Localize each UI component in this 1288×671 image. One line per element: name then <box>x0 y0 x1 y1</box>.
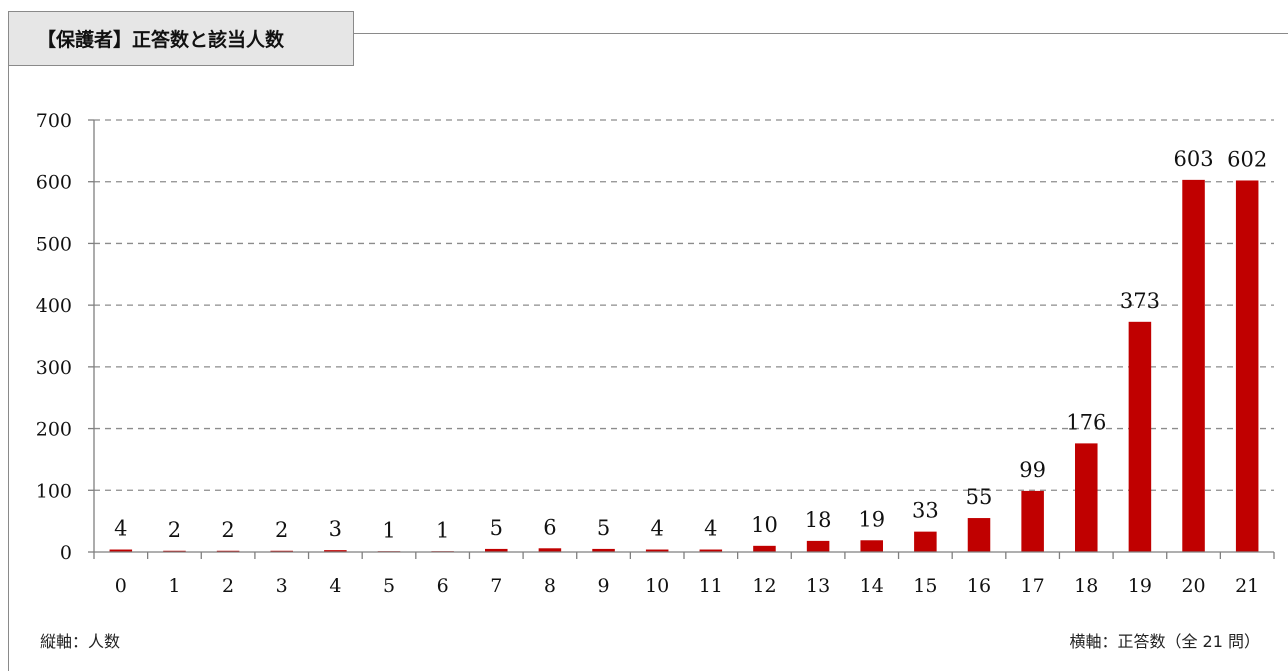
data-label: 373 <box>1120 289 1160 313</box>
x-tick-label: 14 <box>860 575 884 597</box>
x-tick-label: 20 <box>1181 575 1205 597</box>
x-tick-label: 11 <box>699 575 723 597</box>
data-label: 10 <box>751 513 778 537</box>
frame-left-line <box>8 66 9 671</box>
y-tick-label: 200 <box>36 419 72 441</box>
bar <box>1235 180 1259 553</box>
x-tick-label: 1 <box>168 575 180 597</box>
data-label: 5 <box>490 516 503 540</box>
y-tick-label: 0 <box>60 542 72 564</box>
bar <box>538 548 562 552</box>
y-tick-label: 700 <box>36 110 72 132</box>
data-label: 5 <box>597 516 610 540</box>
bar <box>1182 179 1205 552</box>
x-tick-label: 0 <box>115 575 127 597</box>
x-tick-label: 12 <box>752 575 776 597</box>
y-tick-label: 600 <box>36 172 72 194</box>
x-tick-label: 17 <box>1021 575 1045 597</box>
y-tick-label: 300 <box>36 357 72 379</box>
bar <box>324 550 347 552</box>
bar <box>1128 321 1152 552</box>
data-label: 19 <box>858 507 885 531</box>
x-tick-label: 21 <box>1235 575 1259 597</box>
y-tick-label: 500 <box>36 233 72 255</box>
bar <box>806 540 830 552</box>
data-label: 603 <box>1173 147 1213 171</box>
bars <box>109 179 1259 553</box>
x-tick-label: 6 <box>437 575 449 597</box>
bar <box>699 549 723 552</box>
axes <box>88 119 1275 559</box>
data-label: 3 <box>329 517 342 541</box>
bar <box>592 548 615 552</box>
bar <box>485 548 508 552</box>
data-label: 2 <box>221 518 234 542</box>
data-label: 4 <box>114 517 127 541</box>
x-tick-label: 19 <box>1128 575 1152 597</box>
data-label: 2 <box>275 518 288 542</box>
bar <box>645 549 669 552</box>
x-tick-label: 13 <box>806 575 830 597</box>
x-tick-label: 8 <box>544 575 556 597</box>
data-label: 4 <box>704 517 717 541</box>
data-label: 1 <box>436 518 449 542</box>
bar <box>109 549 133 552</box>
y-tick-label: 400 <box>36 295 72 317</box>
bar <box>967 518 991 552</box>
x-tick-label: 10 <box>645 575 669 597</box>
data-label: 18 <box>805 508 832 532</box>
frame-top-line <box>354 33 1288 34</box>
bar <box>914 531 937 552</box>
x-tick-label: 15 <box>913 575 937 597</box>
x-axis-note: 横軸：正答数（全 21 問） <box>1069 632 1260 651</box>
x-tick-label: 5 <box>383 575 395 597</box>
x-tick-label: 18 <box>1074 575 1098 597</box>
data-label: 6 <box>543 515 556 539</box>
bar <box>860 540 883 552</box>
chart-title-tab: 【保護者】正答数と該当人数 <box>8 11 354 66</box>
data-label: 176 <box>1066 410 1106 434</box>
data-label: 99 <box>1019 458 1046 482</box>
data-label: 2 <box>168 518 181 542</box>
bar <box>753 545 776 552</box>
data-label: 602 <box>1227 147 1267 171</box>
labels: 0100200300400500600700041222324351617586… <box>36 110 1267 597</box>
bar <box>1021 490 1044 552</box>
x-tick-label: 7 <box>490 575 502 597</box>
data-label: 55 <box>966 485 993 509</box>
data-label: 1 <box>382 518 395 542</box>
x-tick-label: 9 <box>597 575 609 597</box>
bar <box>1075 443 1098 552</box>
data-label: 33 <box>912 499 939 523</box>
y-tick-label: 100 <box>36 480 72 502</box>
gridlines <box>94 119 1274 491</box>
x-tick-label: 16 <box>967 575 991 597</box>
y-axis-note: 縦軸：人数 <box>40 632 121 651</box>
x-tick-label: 2 <box>222 575 234 597</box>
x-tick-label: 4 <box>329 575 341 597</box>
x-tick-label: 3 <box>276 575 288 597</box>
chart-title: 【保護者】正答数と該当人数 <box>37 29 285 51</box>
data-label: 4 <box>650 517 663 541</box>
